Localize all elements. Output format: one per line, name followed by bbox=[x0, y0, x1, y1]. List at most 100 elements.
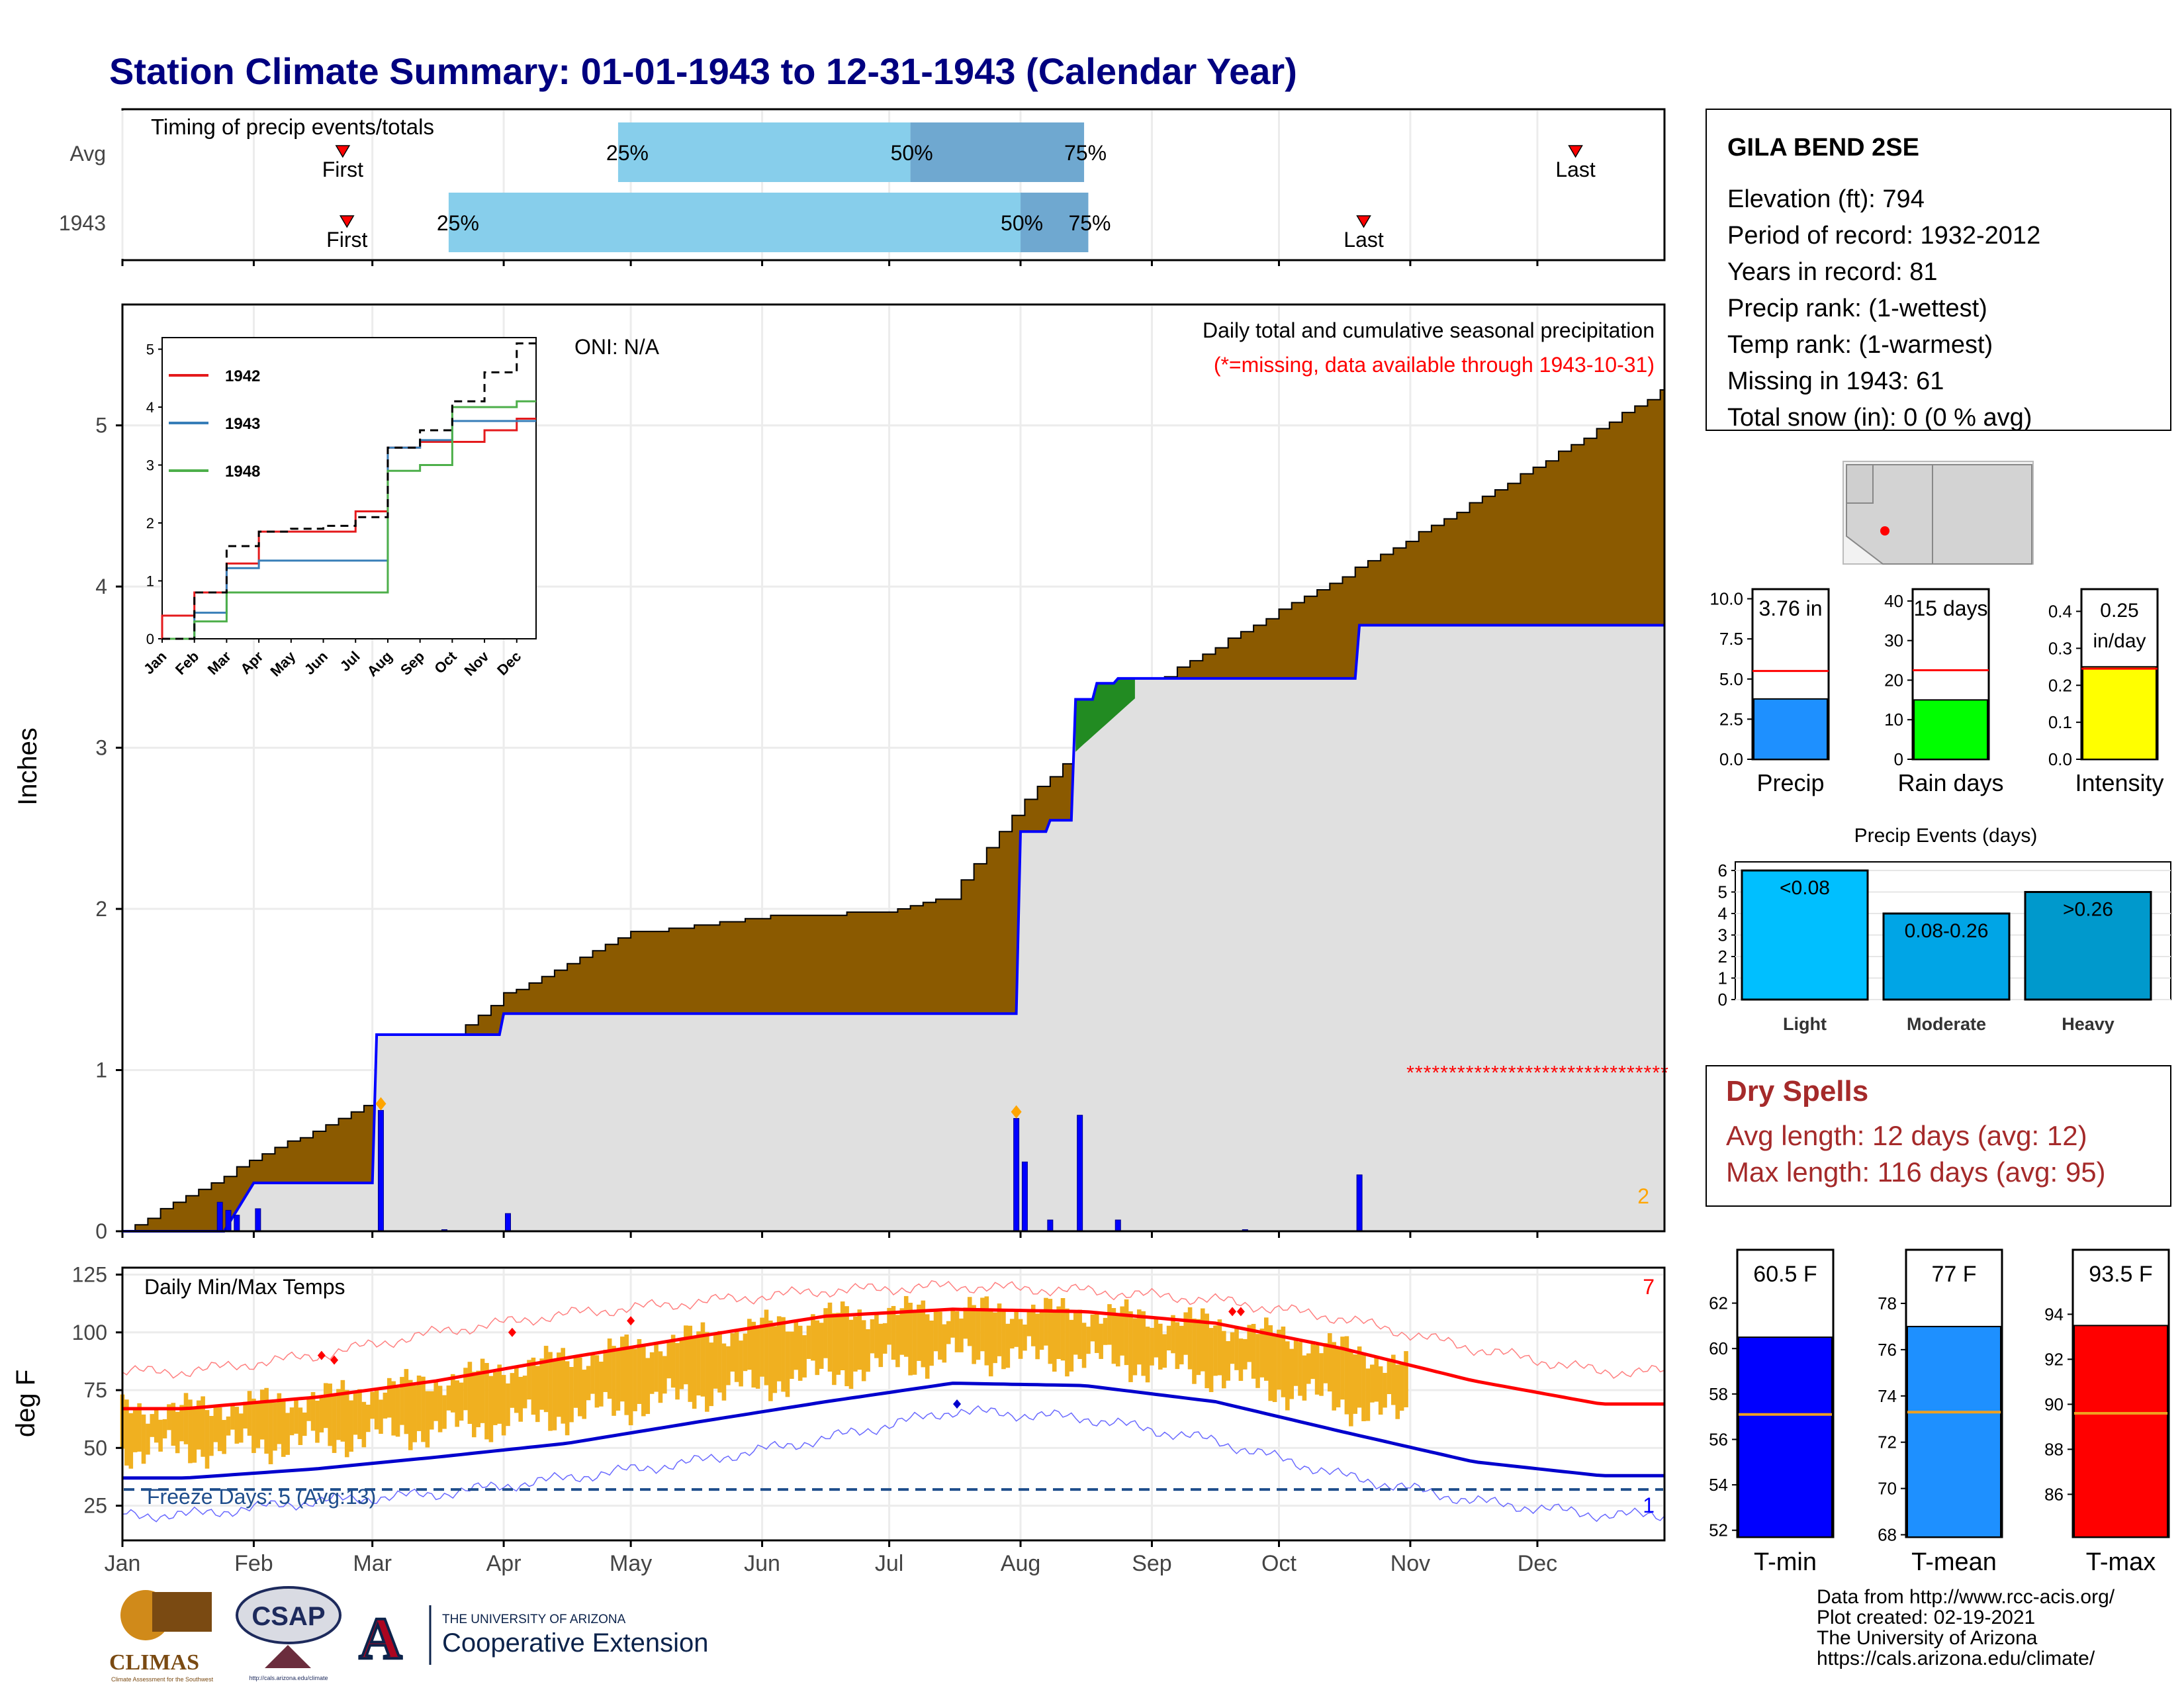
daily-temp-range-bar bbox=[730, 1333, 735, 1372]
daily-temp-range-bar bbox=[429, 1391, 434, 1430]
daily-temp-range-bar bbox=[1208, 1328, 1214, 1392]
daily-temp-range-bar bbox=[387, 1378, 392, 1418]
precip-events-chart: Precip Events (days) 0 1 2 3 4 5 6 <0.08 Light 0.… bbox=[1718, 825, 2171, 1034]
daily-temp-range-bar bbox=[649, 1352, 655, 1394]
missing-day-marker: * bbox=[1500, 1062, 1508, 1084]
daily-temp-range-bar bbox=[1242, 1338, 1248, 1370]
daily-temp-range-bar bbox=[1263, 1317, 1269, 1381]
station-info-box: GILA BEND 2SE Elevation (ft): 794 Period… bbox=[1706, 109, 2171, 432]
footer: CLIMAS Climate Assessment for the Southw… bbox=[109, 1586, 2115, 1683]
daily-temp-range-bar bbox=[437, 1385, 443, 1432]
mini-bar-value-label: 0.25 bbox=[2100, 600, 2138, 622]
mini-bar-value bbox=[1913, 699, 1988, 761]
missing-day-marker: * bbox=[1440, 1062, 1448, 1084]
timing-pct-label: 50% bbox=[1001, 211, 1043, 235]
temp-bar-value-label: 77 F bbox=[1931, 1262, 1976, 1287]
daily-temp-range-bar bbox=[243, 1401, 248, 1429]
daily-temp-range-bar bbox=[1023, 1324, 1027, 1351]
station-line: Precip rank: (1-wettest) bbox=[1727, 295, 1987, 322]
events-bar bbox=[1882, 912, 2011, 1001]
mini-bar-value-label: 15 days bbox=[1913, 596, 1987, 620]
daily-temp-range-bar bbox=[603, 1350, 608, 1392]
temp-bar-label: T-max bbox=[2086, 1548, 2156, 1576]
normal-max-line bbox=[122, 1307, 1664, 1411]
daily-temp-range-bar bbox=[319, 1397, 324, 1432]
timing-row-avg: Avg bbox=[69, 142, 106, 165]
daily-temp-range-bar bbox=[688, 1325, 693, 1402]
daily-temp-range-bar bbox=[497, 1364, 502, 1424]
temp-bar-value-label: 93.5 F bbox=[2089, 1262, 2152, 1287]
daily-temp-range-bar bbox=[832, 1313, 837, 1385]
daily-temp-range-bar bbox=[1383, 1372, 1387, 1408]
daily-temp-range-bar bbox=[400, 1377, 404, 1425]
temperature-ytick-label: 75 bbox=[83, 1378, 107, 1402]
daily-precip-bar bbox=[234, 1215, 240, 1232]
timing-bar-avg-q1 bbox=[617, 122, 911, 182]
daily-temp-range-bar bbox=[908, 1302, 913, 1376]
month-label: Jun bbox=[744, 1551, 780, 1576]
record-high-marker bbox=[508, 1327, 516, 1337]
ua-big-text: Cooperative Extension bbox=[442, 1628, 708, 1658]
daily-temp-range-bar bbox=[561, 1348, 566, 1424]
daily-temp-range-bar bbox=[1332, 1342, 1337, 1411]
daily-temp-range-bar bbox=[1136, 1309, 1142, 1365]
observed-cumulative-area bbox=[122, 625, 1664, 1231]
daily-temp-range-bar bbox=[302, 1412, 307, 1436]
daily-temp-range-bar bbox=[146, 1423, 150, 1455]
daily-temp-range-bar bbox=[848, 1319, 854, 1389]
daily-temp-range-bar bbox=[1069, 1319, 1074, 1372]
precip-ytick-label: 1 bbox=[95, 1058, 107, 1082]
csap-cloud bbox=[236, 1586, 341, 1644]
timing-last-label: Last bbox=[1343, 228, 1384, 252]
daily-temp-range-bar bbox=[607, 1338, 612, 1399]
daily-temp-range-bar bbox=[471, 1372, 477, 1438]
daily-temp-range-bar bbox=[628, 1348, 633, 1426]
missing-day-marker: * bbox=[1567, 1062, 1575, 1084]
daily-temp-range-bar bbox=[586, 1366, 591, 1401]
inset-legend-label: 1942 bbox=[225, 367, 260, 385]
daily-temp-range-bar bbox=[1399, 1364, 1404, 1411]
mini-bar-tick-label: 7.5 bbox=[1719, 629, 1743, 649]
timing-row-1943: 1943 bbox=[59, 211, 106, 235]
dry-spells-frame bbox=[1706, 1065, 2171, 1207]
daily-temp-range-bar bbox=[1323, 1342, 1328, 1383]
missing-day-marker: * bbox=[1406, 1062, 1414, 1084]
daily-temp-range-bar bbox=[459, 1382, 464, 1421]
mini-bar-tick-label: 10 bbox=[1884, 710, 1903, 729]
daily-temp-range-bar bbox=[1370, 1364, 1375, 1403]
daily-temp-range-bar bbox=[408, 1380, 413, 1450]
daily-temp-range-bar bbox=[823, 1308, 828, 1358]
daily-temp-range-bar bbox=[658, 1351, 663, 1403]
timing-first-label: First bbox=[326, 228, 367, 252]
inset-ytick-label: 5 bbox=[146, 342, 154, 358]
daily-temp-range-bar bbox=[1255, 1334, 1260, 1388]
events-bar-label: <0.08 bbox=[1780, 877, 1830, 899]
daily-temp-range-bar bbox=[1205, 1313, 1209, 1389]
daily-temp-range-bar bbox=[1404, 1351, 1408, 1407]
daily-temp-range-bar bbox=[1158, 1323, 1163, 1370]
daily-temp-range-bar bbox=[675, 1342, 680, 1400]
daily-temp-range-bar bbox=[1319, 1353, 1324, 1396]
timing-last-marker bbox=[1568, 145, 1583, 158]
temp-bar-tick-label: 76 bbox=[1878, 1340, 1897, 1360]
timing-bar-1943-q1 bbox=[448, 193, 1021, 252]
missing-day-marker: * bbox=[1576, 1062, 1584, 1084]
daily-temp-range-bar bbox=[1306, 1353, 1311, 1384]
timing-first-label: First bbox=[322, 158, 363, 181]
daily-temp-range-bar bbox=[1357, 1346, 1362, 1408]
daily-temp-range-bar bbox=[764, 1309, 769, 1385]
daily-temp-range-bar bbox=[997, 1303, 1002, 1356]
daily-temp-range-bar bbox=[819, 1323, 824, 1369]
daily-temp-range-bar bbox=[565, 1361, 570, 1436]
daily-temp-range-bar bbox=[1060, 1298, 1066, 1361]
station-line: Missing in 1943: 61 bbox=[1727, 367, 1944, 395]
footer-line: The University of Arizona bbox=[1817, 1627, 2038, 1649]
daily-temp-range-bar bbox=[772, 1326, 778, 1393]
missing-day-marker: * bbox=[1508, 1062, 1516, 1084]
daily-temp-range-bar bbox=[1150, 1327, 1154, 1366]
temperature-corner-bottom: 1 bbox=[1643, 1493, 1655, 1517]
daily-temp-range-bar bbox=[1179, 1325, 1184, 1365]
daily-temp-range-bar bbox=[213, 1406, 218, 1442]
daily-temp-range-bar bbox=[128, 1413, 134, 1469]
